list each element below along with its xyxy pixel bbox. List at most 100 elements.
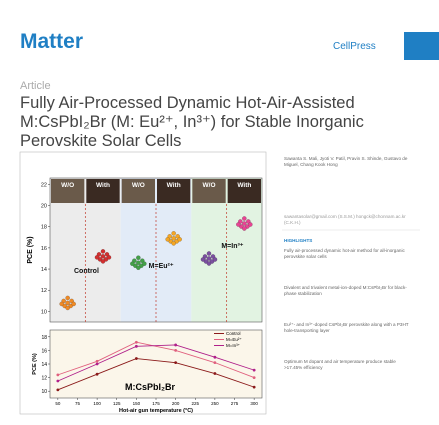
y-tick-label: 14 <box>41 362 47 368</box>
pce-cluster <box>94 249 112 264</box>
pce-cluster <box>236 216 253 231</box>
series-point <box>134 344 138 348</box>
device-photo <box>51 179 85 203</box>
y-tick-label: 22 <box>41 182 47 188</box>
x-tick-label: 275 <box>231 401 239 406</box>
x-axis-label: Hot-air gun temperature (°C) <box>119 408 193 414</box>
legend-label: M=In³⁺ <box>226 343 241 348</box>
series-point <box>174 349 178 352</box>
legend-label: M=Eu²⁺ <box>226 337 242 342</box>
x-tick-label: 150 <box>133 401 141 406</box>
pce-dot <box>171 241 176 246</box>
highlight-item: Optimum M dopant and air temperature pro… <box>284 359 396 370</box>
series-point <box>252 376 256 379</box>
series-point <box>252 368 256 372</box>
article-type: Article <box>20 80 51 92</box>
x-tick-label: 50 <box>55 401 61 406</box>
x-tick-label: 225 <box>192 401 200 406</box>
logo-block <box>404 32 439 60</box>
y-tick-label: 12 <box>41 288 47 294</box>
series-point <box>56 379 60 383</box>
series-point <box>95 359 99 363</box>
device-photo <box>86 179 120 203</box>
pce-cluster <box>200 251 218 266</box>
y-tick-label: 14 <box>41 267 47 273</box>
graphical-abstract: 10 12 14 16 18 20 22 PCE (%) W/O With W/O With W/O Wi… <box>27 177 263 414</box>
pce-dot <box>142 261 147 266</box>
pce-dot <box>65 305 70 311</box>
title-line: Perovskite Solar Cells <box>20 132 181 150</box>
pce-dot <box>212 257 218 262</box>
highlights-heading: HIGHLIGHTS <box>284 238 313 243</box>
series-line <box>57 341 255 379</box>
x-tick-label: 75 <box>75 401 81 406</box>
series-point <box>174 343 178 347</box>
x-tick-label: 200 <box>172 401 180 406</box>
series-point <box>213 361 217 365</box>
pce-dot <box>100 249 106 254</box>
device-photo <box>121 179 155 203</box>
pce-dot <box>242 226 247 231</box>
authors: Sawanta S. Mali, Jyoti V. Patil, Pravin … <box>284 156 408 167</box>
series-point <box>213 372 217 375</box>
pce-dot <box>206 256 212 261</box>
highlight-item: Fully air-processed dynamic hot-air meth… <box>284 248 405 259</box>
y-tick-label: 16 <box>41 246 47 252</box>
pce-dot <box>171 231 176 236</box>
column-label: W/O <box>203 182 216 189</box>
pce-dot <box>59 301 64 307</box>
legend-label: Control <box>226 331 241 336</box>
y-tick-label: 20 <box>41 204 47 210</box>
pce-dot <box>65 300 70 306</box>
pce-dot <box>71 301 76 307</box>
pce-cluster <box>59 295 76 311</box>
device-photo <box>192 179 226 203</box>
pce-dot <box>242 221 247 226</box>
y-axis-label: PCE (%) <box>27 236 34 263</box>
column-label: W/O <box>61 182 74 189</box>
series-point <box>95 372 99 376</box>
column-label: With <box>167 182 181 189</box>
plot-frame <box>49 329 263 399</box>
highlight-item: Divalent and trivalent metal-ion-doped M… <box>284 285 407 296</box>
emails: sawantasolar@gmail.com (S.S.M.) hongck@c… <box>284 214 406 225</box>
pce-dot <box>136 255 141 260</box>
pce-dot <box>242 216 247 221</box>
journal-name: Matter <box>20 30 83 53</box>
pce-dot <box>136 260 141 265</box>
series-line <box>57 344 255 382</box>
pce-dot <box>206 251 212 256</box>
pce-dot <box>248 222 253 227</box>
pce-dot <box>100 254 106 259</box>
series-point <box>174 361 178 365</box>
y-tick-label: 10 <box>41 309 47 315</box>
column-label: W/O <box>132 182 145 189</box>
pce-dot <box>130 261 135 266</box>
series-point <box>95 362 99 366</box>
series-point <box>252 385 256 389</box>
y-tick-label: 16 <box>41 348 47 354</box>
title-line: Fully Air-Processed Dynamic Hot-Air-Assi… <box>20 94 355 112</box>
device-photo <box>157 179 191 203</box>
x-tick-label: 125 <box>113 401 121 406</box>
publisher-logo: CellPress <box>333 41 376 52</box>
y-tick-label: 18 <box>41 225 47 231</box>
pce-dot <box>94 255 100 260</box>
x-tick-label: 300 <box>250 401 258 406</box>
device-photo <box>227 179 261 203</box>
series-point <box>134 357 138 360</box>
pce-dot <box>200 257 206 262</box>
series-point <box>134 340 138 344</box>
pce-cluster <box>130 255 147 270</box>
x-tick-label: 175 <box>152 401 160 406</box>
x-tick-label: 100 <box>93 401 101 406</box>
pce-dot <box>236 222 241 227</box>
pce-cluster <box>165 231 182 246</box>
pce-dot <box>65 295 70 301</box>
column-label: With <box>237 182 251 189</box>
pce-dot <box>177 237 182 242</box>
x-tick-label: 250 <box>211 401 219 406</box>
pce-dot <box>206 261 212 266</box>
